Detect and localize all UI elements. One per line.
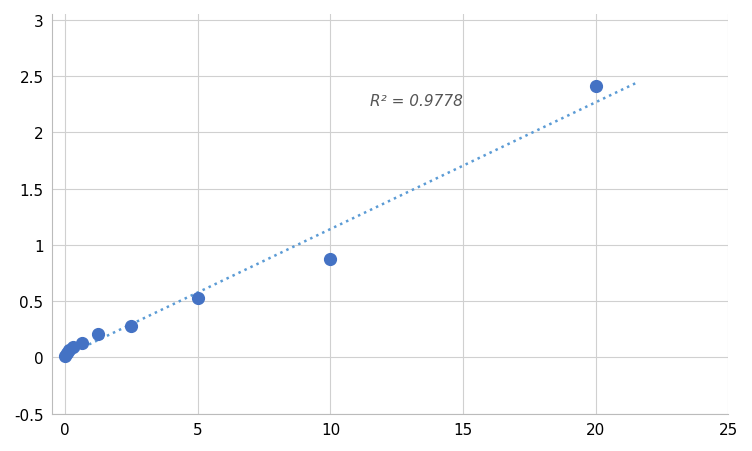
Point xyxy=(68,344,80,351)
Point xyxy=(59,353,71,360)
Point xyxy=(76,340,88,347)
Point xyxy=(192,295,204,302)
Point xyxy=(324,256,336,263)
Point xyxy=(126,322,138,330)
Point xyxy=(63,346,75,354)
Point xyxy=(92,331,105,338)
Point xyxy=(61,350,73,357)
Text: R² = 0.9778: R² = 0.9778 xyxy=(370,94,463,109)
Point xyxy=(590,83,602,91)
